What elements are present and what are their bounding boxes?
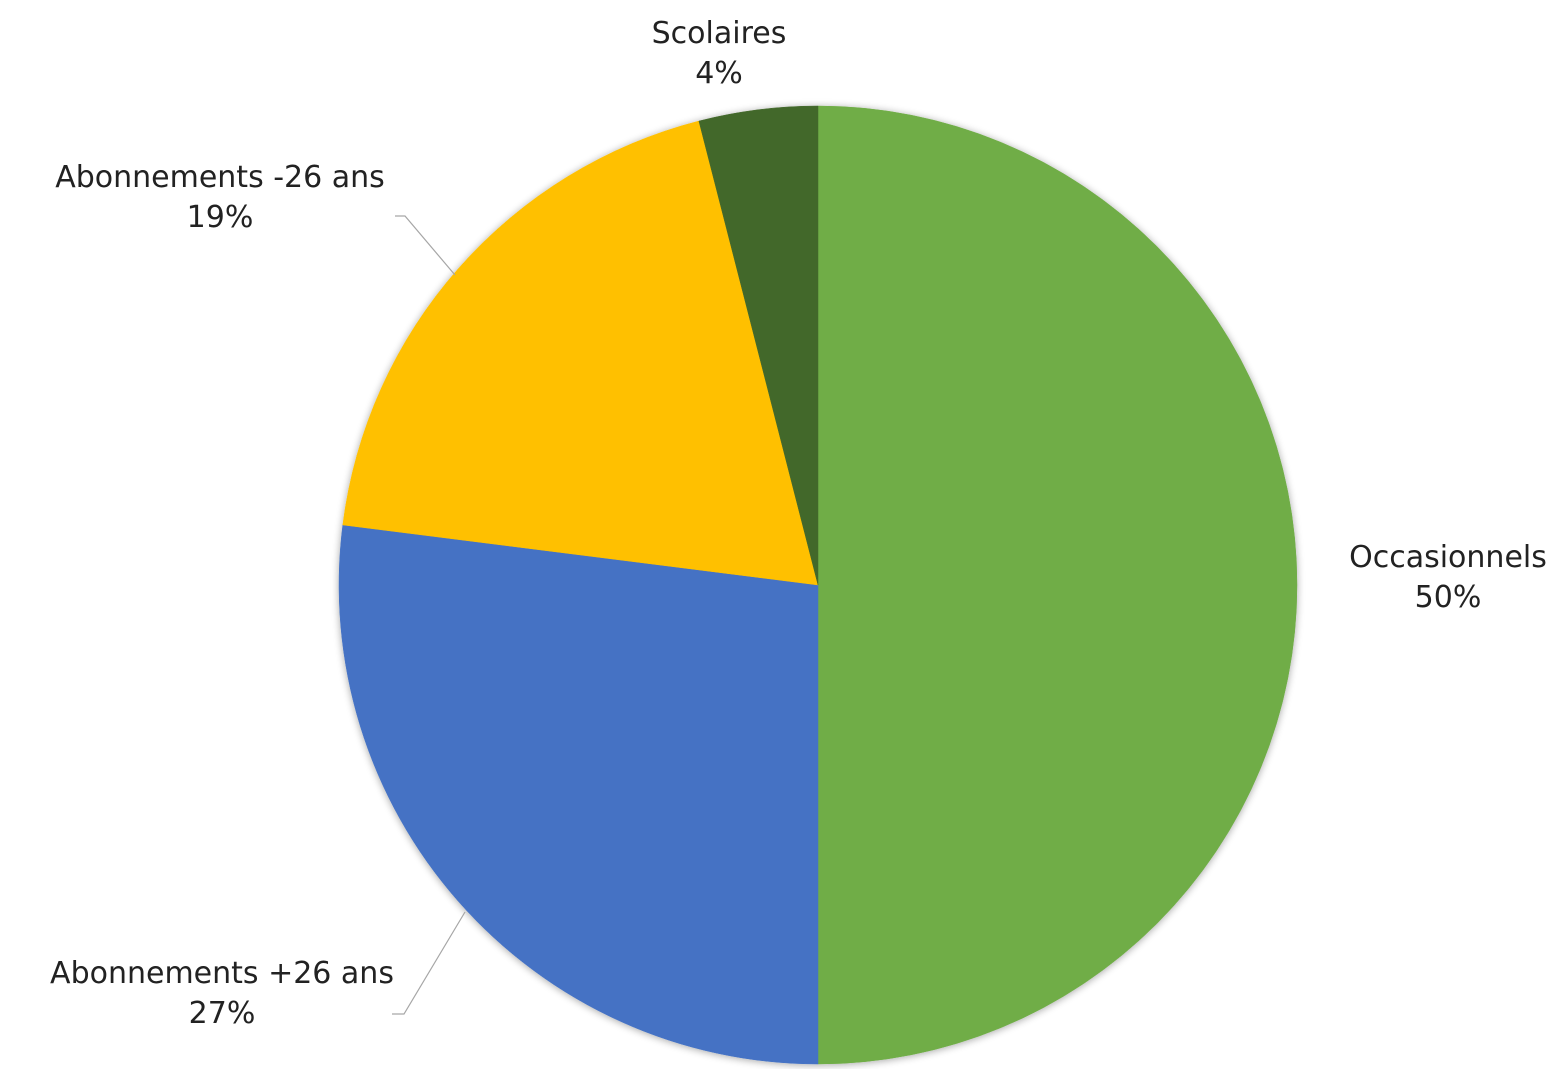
- slice-label-percent: 50%: [1414, 580, 1482, 615]
- slice-label-occasionnels: Occasionnels 50%: [1338, 538, 1558, 618]
- pie-slice-abonnements-26-ans: [338, 524, 819, 1065]
- pie-slice-occasionnels: [817, 105, 1298, 1065]
- leader-line-abonnements-plus-26: [392, 911, 466, 1015]
- slice-label-name: Occasionnels: [1349, 540, 1547, 575]
- slice-label-percent: 4%: [695, 56, 743, 91]
- pie-slice-scolaires: [698, 105, 819, 586]
- slice-label-abonnements-plus-26: Abonnements +26 ans 27%: [22, 954, 422, 1034]
- slice-label-name: Scolaires: [651, 16, 787, 51]
- slice-label-abonnements-minus-26: Abonnements -26 ans 19%: [20, 158, 420, 238]
- pie-slice-abonnements-26-ans: [342, 120, 819, 586]
- slice-label-percent: 27%: [188, 996, 256, 1031]
- slice-label-name: Abonnements +26 ans: [50, 956, 394, 991]
- pie-slices: [338, 105, 1298, 1065]
- slice-label-scolaires: Scolaires 4%: [619, 14, 819, 94]
- leader-lines: [392, 215, 466, 1015]
- slice-label-name: Abonnements -26 ans: [55, 160, 385, 195]
- slice-label-percent: 19%: [186, 200, 254, 235]
- leader-line-abonnements-minus-26: [395, 215, 456, 276]
